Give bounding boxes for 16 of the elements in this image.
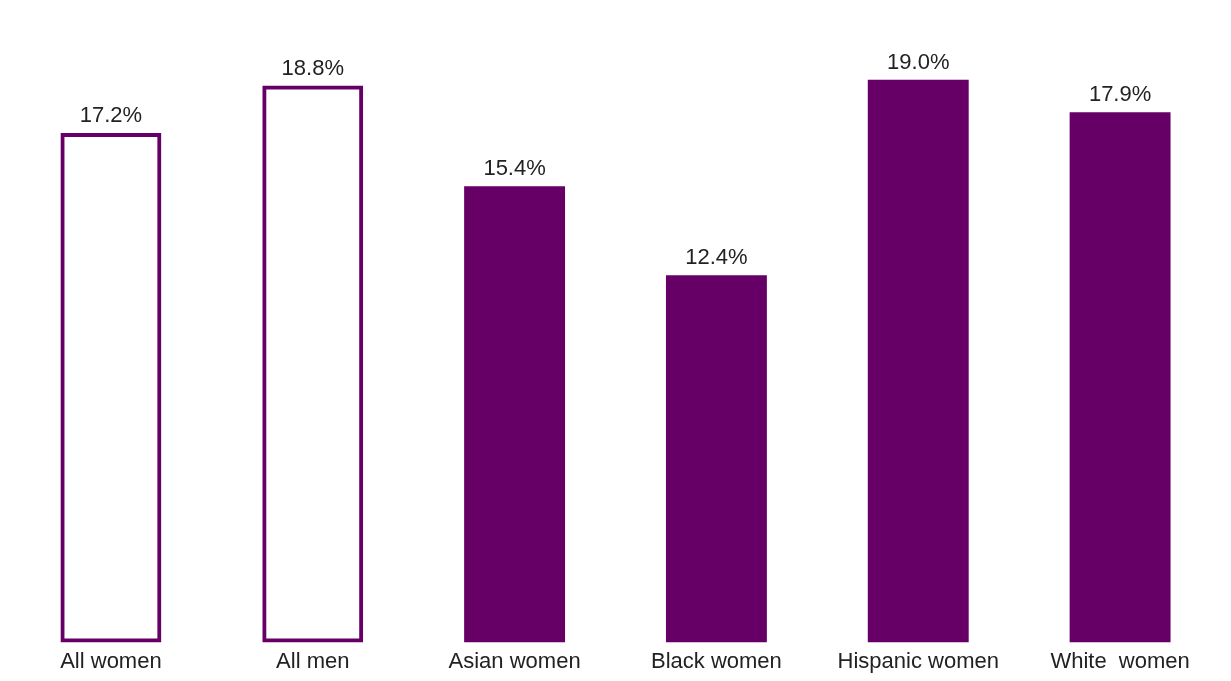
bar bbox=[665, 275, 767, 643]
bar bbox=[464, 186, 566, 643]
bar bbox=[1069, 112, 1171, 643]
x-tick-label: Black women bbox=[650, 647, 782, 673]
x-tick-label: Hispanic women bbox=[837, 647, 999, 673]
x-tick-label: Asian women bbox=[448, 647, 581, 673]
bar bbox=[867, 79, 969, 643]
data-label: 17.9% bbox=[1088, 81, 1152, 107]
x-tick-label: All women bbox=[60, 647, 162, 673]
data-label: 19.0% bbox=[887, 48, 950, 74]
data-label: 18.8% bbox=[281, 54, 344, 80]
x-tick-label: White women bbox=[1050, 647, 1190, 673]
x-tick-label: All men bbox=[276, 647, 350, 673]
data-label: 15.4% bbox=[483, 155, 546, 181]
data-label: 17.2% bbox=[79, 102, 143, 128]
data-label: 12.4% bbox=[685, 244, 748, 270]
